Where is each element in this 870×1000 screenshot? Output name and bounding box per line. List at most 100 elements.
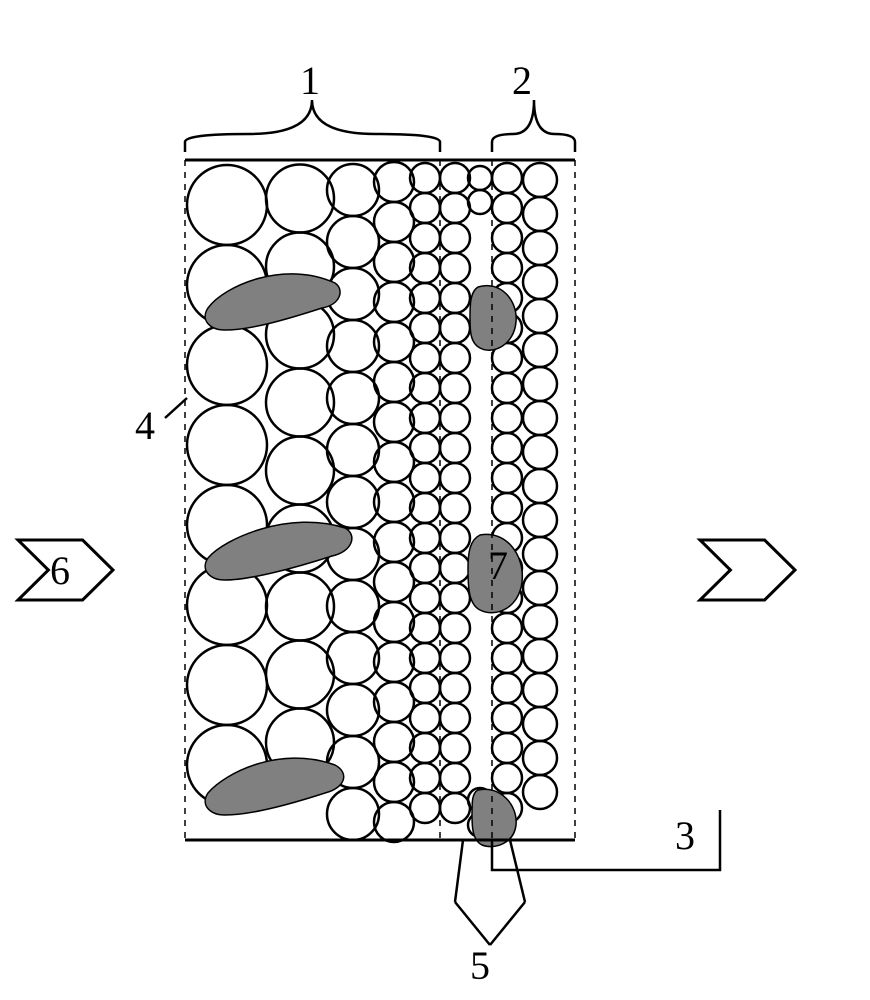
particle-circle xyxy=(440,583,470,613)
particle-circle xyxy=(523,707,557,741)
particle-circle xyxy=(440,373,470,403)
particle-circle xyxy=(523,673,557,707)
particle-circle xyxy=(410,793,440,823)
particle-blob xyxy=(205,758,344,815)
particle-circle xyxy=(374,642,414,682)
particle-circle xyxy=(374,522,414,562)
particle-circle xyxy=(523,571,557,605)
particle-circle xyxy=(266,573,334,641)
particle-circle xyxy=(492,253,522,283)
particle-circle xyxy=(440,223,470,253)
particle-circle xyxy=(440,163,470,193)
particle-circle xyxy=(440,553,470,583)
particle-circle xyxy=(468,190,492,214)
particle-circle xyxy=(523,197,557,231)
particle-circle xyxy=(327,476,379,528)
label-2: 2 xyxy=(512,58,532,103)
particle-circle xyxy=(492,373,522,403)
particle-circle xyxy=(440,613,470,643)
particle-circle xyxy=(523,503,557,537)
particle-circle xyxy=(440,763,470,793)
particle-circle xyxy=(492,733,522,763)
label-3: 3 xyxy=(675,813,695,858)
particle-circle xyxy=(523,775,557,809)
particle-circle xyxy=(492,403,522,433)
particle-circle xyxy=(523,639,557,673)
particle-circle xyxy=(410,223,440,253)
particle-circle xyxy=(492,673,522,703)
particle-circle xyxy=(374,682,414,722)
particle-circle xyxy=(374,362,414,402)
particle-circle xyxy=(440,523,470,553)
particle-circle xyxy=(266,437,334,505)
particle-circle xyxy=(440,493,470,523)
particle-circle xyxy=(374,722,414,762)
particle-circle xyxy=(492,763,522,793)
particle-circle xyxy=(410,733,440,763)
particle-circle xyxy=(523,265,557,299)
particle-circle xyxy=(523,163,557,197)
particle-circle xyxy=(440,733,470,763)
particle-circle xyxy=(410,253,440,283)
leader-line-5a xyxy=(455,902,490,945)
particle-circle xyxy=(187,405,267,485)
particle-circle xyxy=(468,166,492,190)
particle-circle xyxy=(440,433,470,463)
particle-circle xyxy=(523,299,557,333)
particle-circle xyxy=(523,231,557,265)
particle-circle xyxy=(492,643,522,673)
particle-circle xyxy=(410,373,440,403)
particle-circle xyxy=(374,802,414,842)
filter-diagram: 1234567 xyxy=(0,0,870,1000)
particle-circle xyxy=(374,322,414,362)
particle-circle xyxy=(187,165,267,245)
particle-circle xyxy=(374,562,414,602)
particle-circle xyxy=(410,463,440,493)
particle-circle xyxy=(492,493,522,523)
particle-circle xyxy=(410,343,440,373)
particle-circle xyxy=(440,643,470,673)
particle-circle xyxy=(374,402,414,442)
particle-circle xyxy=(440,703,470,733)
particle-circle xyxy=(410,193,440,223)
particle-circle xyxy=(440,403,470,433)
particle-circle xyxy=(440,343,470,373)
particle-circle xyxy=(374,762,414,802)
particle-blob xyxy=(205,274,340,330)
particle-circle xyxy=(327,788,379,840)
particle-circle xyxy=(410,433,440,463)
particle-circle xyxy=(492,223,522,253)
leader-line-5b xyxy=(490,902,525,945)
particle-circle xyxy=(492,703,522,733)
particle-circle xyxy=(266,369,334,437)
curly-bracket xyxy=(492,100,575,152)
particle-circle xyxy=(440,193,470,223)
flow-arrow-right xyxy=(700,540,795,600)
particle-circle xyxy=(187,325,267,405)
particle-circle xyxy=(410,313,440,343)
particle-circle xyxy=(327,632,379,684)
label-6: 6 xyxy=(50,548,70,593)
particle-circle xyxy=(266,641,334,709)
particle-circle xyxy=(410,703,440,733)
particle-circle xyxy=(440,793,470,823)
label-5: 5 xyxy=(470,943,490,988)
particle-circle xyxy=(492,163,522,193)
particle-circle xyxy=(523,401,557,435)
particle-circle xyxy=(327,216,379,268)
particle-circle xyxy=(374,162,414,202)
particle-circle xyxy=(523,605,557,639)
curly-bracket xyxy=(185,100,440,152)
particle-blob xyxy=(472,789,516,846)
label-4: 4 xyxy=(135,403,155,448)
particle-circle xyxy=(440,253,470,283)
particle-blob xyxy=(470,286,516,351)
particle-circle xyxy=(523,435,557,469)
particle-circle xyxy=(523,333,557,367)
particle-circle xyxy=(327,320,379,372)
particle-circle xyxy=(440,313,470,343)
particle-circle xyxy=(266,165,334,233)
particle-circle xyxy=(440,463,470,493)
particle-circle xyxy=(523,537,557,571)
label-1: 1 xyxy=(300,58,320,103)
